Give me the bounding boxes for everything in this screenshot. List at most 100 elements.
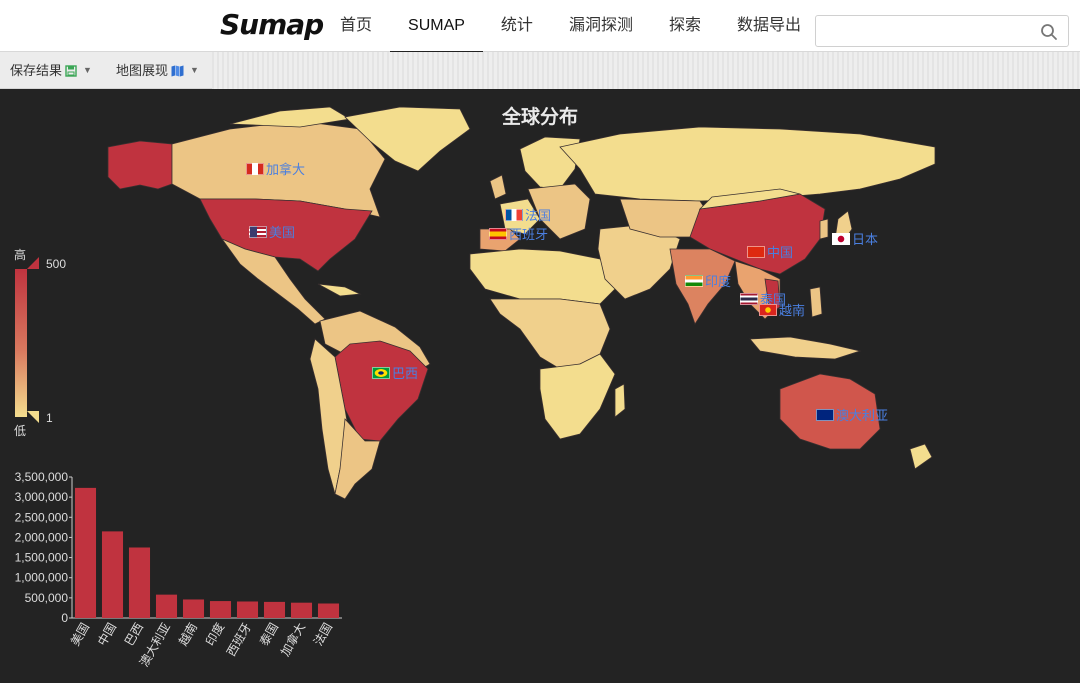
country-label-text: 加拿大 — [266, 162, 306, 177]
country-label-vietnam[interactable]: 越南 — [759, 300, 805, 319]
nav-sumap[interactable]: SUMAP — [390, 0, 483, 53]
bar-4[interactable] — [182, 599, 205, 618]
country-label-text: 印度 — [705, 274, 732, 289]
map-panel: 全球分布 加拿大 美国 法国 西班牙 中国 日本 印度 — [0, 89, 1080, 683]
y-tick-label: 2,500,000 — [15, 510, 69, 524]
usa-flag-icon — [249, 225, 267, 238]
logo[interactable]: Sumap — [220, 8, 324, 41]
search-input[interactable] — [822, 21, 1032, 41]
main-nav: 首页 SUMAP 统计 漏洞探测 探索 数据导出 — [322, 0, 819, 53]
country-label-australia[interactable]: 澳大利亚 — [816, 405, 888, 424]
country-label-france[interactable]: 法国 — [505, 205, 551, 224]
region-arctic-islands[interactable] — [229, 106, 352, 128]
region-korea[interactable] — [819, 218, 829, 240]
country-label-spain[interactable]: 西班牙 — [489, 224, 548, 243]
country-label-china[interactable]: 中国 — [747, 242, 793, 261]
brazil-flag-icon — [372, 366, 390, 379]
region-south-africa[interactable] — [539, 353, 616, 440]
australia-flag-icon — [816, 408, 834, 421]
bar-8[interactable] — [290, 602, 313, 618]
x-category-label: 美国 — [68, 621, 92, 649]
x-category-label: 西班牙 — [224, 621, 254, 659]
nav-home[interactable]: 首页 — [340, 17, 373, 34]
bar-0[interactable] — [74, 487, 97, 618]
x-category-label: 泰国 — [257, 621, 281, 649]
legend-min-handle[interactable] — [27, 411, 39, 423]
legend-min-value: 1 — [46, 411, 53, 425]
bar-1[interactable] — [101, 531, 124, 618]
map-view-label: 地图展现 — [116, 63, 169, 78]
region-russia[interactable] — [559, 126, 936, 202]
nav-data-export[interactable]: 数据导出 — [736, 17, 801, 34]
region-argentina[interactable] — [334, 418, 381, 500]
save-result-button[interactable]: 保存结果 ▼ — [10, 52, 92, 89]
country-bar-chart: 0 500,000 1,000,000 1,500,000 2,000,000 2,500… — [15, 470, 342, 669]
x-category-label: 加拿大 — [277, 620, 308, 659]
region-new-zealand[interactable] — [909, 443, 933, 470]
world-map — [107, 106, 936, 500]
bar-5[interactable] — [209, 601, 232, 618]
country-label-text: 越南 — [779, 303, 806, 318]
bar-2[interactable] — [128, 547, 151, 619]
map-title: 全球分布 — [501, 107, 578, 128]
country-label-brazil[interactable]: 巴西 — [372, 363, 418, 382]
x-category-label: 越南 — [175, 620, 200, 648]
region-uk[interactable] — [489, 174, 507, 200]
spain-flag-icon — [489, 227, 507, 240]
region-philippines[interactable] — [809, 286, 823, 318]
save-icon — [65, 64, 77, 77]
country-label-text: 巴西 — [392, 366, 419, 381]
legend-color-bar[interactable] — [15, 269, 27, 417]
bar-3[interactable] — [155, 594, 178, 618]
region-madagascar[interactable] — [614, 383, 626, 418]
x-category-label: 法国 — [311, 621, 335, 649]
x-category-label: 印度 — [202, 620, 227, 648]
region-india[interactable] — [669, 248, 736, 325]
country-label-canada[interactable]: 加拿大 — [246, 159, 305, 178]
bar-6[interactable] — [236, 601, 259, 618]
y-tick-label: 1,000,000 — [15, 571, 69, 585]
y-tick-label: 2,000,000 — [15, 530, 69, 544]
region-central-europe[interactable] — [527, 183, 591, 240]
country-label-india[interactable]: 印度 — [685, 271, 731, 290]
france-flag-icon — [505, 208, 523, 221]
y-tick-label: 3,500,000 — [15, 470, 69, 484]
y-tick-label: 3,000,000 — [15, 490, 69, 504]
top-navbar: Sumap 首页 SUMAP 统计 漏洞探测 探索 数据导出 — [0, 0, 1080, 53]
region-greenland[interactable] — [344, 106, 471, 172]
country-label-usa[interactable]: 美国 — [249, 222, 295, 241]
country-label-japan[interactable]: 日本 — [832, 229, 878, 248]
country-label-thailand[interactable]: 泰国 — [740, 289, 786, 308]
india-flag-icon — [685, 274, 703, 287]
japan-flag-icon — [832, 232, 850, 245]
region-mongolia[interactable] — [698, 188, 801, 210]
nav-vuln-scan[interactable]: 漏洞探测 — [568, 17, 633, 34]
bar-7[interactable] — [263, 601, 286, 618]
country-label-text: 泰国 — [760, 292, 787, 307]
nav-explore[interactable]: 探索 — [668, 17, 701, 34]
x-category-label: 巴西 — [122, 621, 146, 649]
toolbar-strip — [212, 52, 1080, 89]
region-brazil[interactable] — [334, 340, 429, 442]
y-tick-label: 0 — [61, 611, 68, 625]
region-alaska[interactable] — [107, 140, 173, 190]
thailand-flag-icon — [740, 292, 758, 305]
legend-high-label: 高 — [14, 248, 27, 262]
country-label-text: 西班牙 — [509, 227, 549, 242]
y-tick-label: 500,000 — [25, 591, 69, 605]
region-north-africa[interactable] — [469, 248, 621, 305]
map-view-button[interactable]: 地图展现 ▼ — [116, 52, 199, 89]
country-label-text: 日本 — [852, 232, 879, 247]
country-label-text: 澳大利亚 — [836, 408, 889, 423]
toolbar: 保存结果 ▼ 地图展现 ▼ — [0, 52, 1080, 89]
y-tick-label: 1,500,000 — [15, 551, 69, 565]
search-icon[interactable] — [1040, 23, 1058, 41]
region-indonesia[interactable] — [749, 336, 862, 360]
bar-9[interactable] — [317, 603, 340, 618]
legend-low-label: 低 — [14, 424, 27, 438]
region-caribbean[interactable] — [317, 283, 362, 297]
nav-stats[interactable]: 统计 — [500, 17, 533, 34]
legend-max-value: 500 — [46, 257, 67, 271]
legend-max-handle[interactable] — [27, 257, 39, 269]
